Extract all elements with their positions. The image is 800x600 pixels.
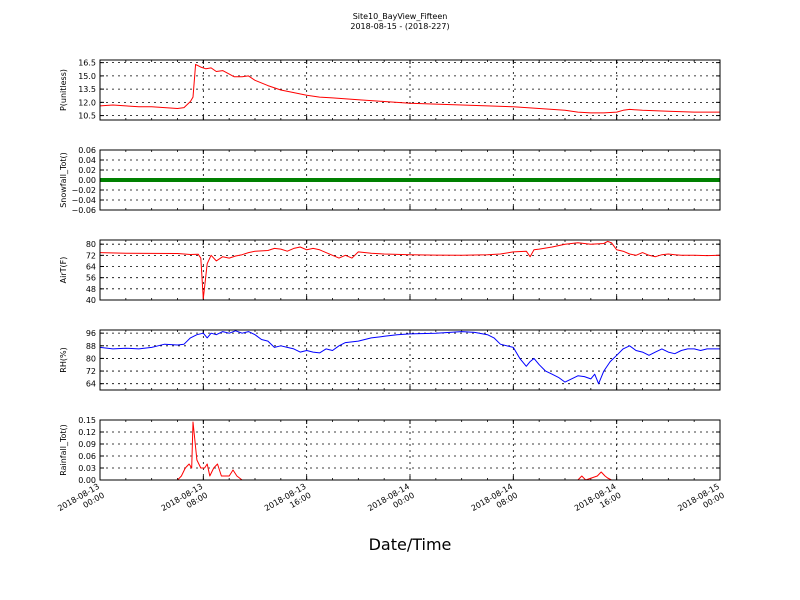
figure-title-line2: 2018-08-15 - (2018-227) [350,22,449,31]
y-tick-label: 80 [86,240,96,249]
y-axis-label: P(unitless) [59,69,68,111]
y-tick-label: 72 [86,367,96,376]
y-tick-label: 96 [86,329,96,338]
x-tick-label: 2018-08-1416:00 [573,482,623,522]
y-tick-label: 64 [86,380,96,389]
x-tick-label: 2018-08-1316:00 [263,482,313,522]
panel-3: 80 72 64 56 48 40 AirT(F) [59,239,721,305]
x-tick-label: 2018-08-1408:00 [470,482,520,522]
y-tick-label: 56 [86,274,96,283]
y-tick-label: 48 [86,285,96,294]
x-tick-label: 2018-08-1500:00 [676,482,726,522]
y-tick-label: 0.00 [78,176,96,185]
y-tick-label: 0.04 [78,156,96,165]
panel-4: 96 88 80 72 64 RH(%) [59,329,721,391]
y-tick-label: 88 [86,342,96,351]
y-axis-label: RH(%) [59,347,68,372]
panel-1: 10.5 12.0 13.5 15.0 16.5 P(unitless) [59,59,721,121]
series-line-5 [100,421,720,480]
y-axis-label: Rainfall_Tot() [59,424,68,476]
y-tick-label: 15.0 [78,72,96,81]
y-tick-label: 0.00 [78,476,96,485]
x-tick-labels: 2018-08-1300:00 2018-08-1308:00 2018-08-13… [56,482,726,522]
y-axis-label: Snowfall_Tot() [59,152,68,208]
x-tick-label: 2018-08-1300:00 [56,482,106,522]
panel-frame [99,329,721,391]
x-tick-label: 2018-08-1400:00 [366,482,416,522]
x-tick-label: 2018-08-1308:00 [160,482,210,522]
y-tick-label: 10.5 [78,112,96,121]
y-tick-label: 0.06 [78,452,96,461]
panel-frame [99,59,721,121]
figure-title-line1: Site10_BayView_Fifteen [353,12,448,21]
y-tick-label: 0.09 [78,440,96,449]
panel-frame [99,149,721,211]
y-axis-label: AirT(F) [59,257,68,284]
y-tick-label: −0.02 [71,186,96,195]
y-tick-label: 64 [86,263,96,272]
y-tick-label: 12.0 [78,98,96,107]
panel-5: 0.15 0.12 0.09 0.06 0.03 0.00 Rainfall_Tot() [59,416,721,485]
y-tick-label: −0.04 [71,196,96,205]
x-axis-label: Date/Time [369,535,452,554]
y-tick-label: 72 [86,251,96,260]
panels: 10.512.013.515.016.5P(unitless)0.060.040… [59,59,721,485]
panel-frame [99,239,721,301]
y-tick-label: 0.03 [78,464,96,473]
panel-frame [99,419,721,481]
series-line-4 [100,330,720,385]
y-tick-label: 80 [86,354,96,363]
y-tick-label: −0.06 [71,206,96,215]
y-tick-label: 13.5 [78,85,96,94]
y-tick-label: 0.02 [78,166,96,175]
y-tick-label: 16.5 [78,59,96,68]
panel-2: 0.060.040.020.00−0.02−0.04−0.06Snowfall_… [59,146,721,215]
series-line-3 [100,240,720,300]
y-tick-label: 0.06 [78,146,96,155]
y-tick-label: 40 [86,296,96,305]
y-tick-label: 0.12 [78,428,96,437]
series-line-1 [100,63,720,114]
y-tick-label: 0.15 [78,416,96,425]
